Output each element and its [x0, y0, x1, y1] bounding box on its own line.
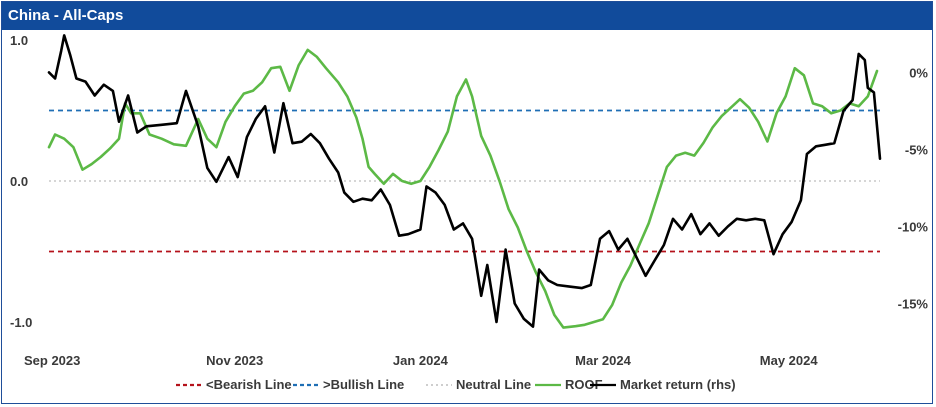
- y-right-axis: 0% -5% -10% -15%: [898, 65, 929, 311]
- x-tick-label: May 2024: [760, 353, 819, 368]
- series-layer: [47, 34, 882, 329]
- reference-lines: [49, 109, 880, 253]
- y-right-tick-label: -15%: [898, 297, 929, 312]
- y-left-tick-label: -1.0: [10, 315, 32, 330]
- legend: <Bearish Line >Bullish Line Neutral Line RO…: [176, 377, 736, 392]
- legend-item-bullish-line: >Bullish Line: [293, 377, 404, 392]
- market-return-rhs-series-line: [47, 34, 882, 328]
- x-tick-label: Sep 2023: [24, 353, 80, 368]
- y-right-tick-label: -5%: [905, 142, 929, 157]
- legend-label: Market return (rhs): [620, 377, 736, 392]
- y-left-tick-label: 0.0: [10, 174, 28, 189]
- legend-label: Neutral Line: [456, 377, 531, 392]
- roof-series-line: [47, 48, 879, 329]
- legend-item-bearish-line: <Bearish Line: [176, 377, 292, 392]
- y-right-tick-label: 0%: [909, 65, 928, 80]
- legend-label: <Bearish Line: [206, 377, 292, 392]
- x-tick-label: Nov 2023: [206, 353, 263, 368]
- legend-item-market-return-rhs: Market return (rhs): [590, 377, 736, 392]
- x-tick-label: Jan 2024: [393, 353, 449, 368]
- y-left-tick-label: 1.0: [10, 33, 28, 48]
- x-axis: Sep 2023 Nov 2023 Jan 2024 Mar 2024 May 2024: [24, 353, 818, 368]
- y-left-axis: 1.0 0.0 -1.0: [10, 33, 32, 330]
- legend-item-roof: ROOF: [535, 377, 603, 392]
- chart-title: China - All-Caps: [2, 2, 932, 30]
- legend-item-neutral-line: Neutral Line: [426, 377, 531, 392]
- legend-label: ROOF: [565, 377, 603, 392]
- legend-label: >Bullish Line: [323, 377, 404, 392]
- x-tick-label: Mar 2024: [575, 353, 631, 368]
- y-right-tick-label: -10%: [898, 219, 929, 234]
- chart-svg: 1.0 0.0 -1.0 0% -5% -10% -15% Sep 2023 Nov 202…: [10, 33, 929, 392]
